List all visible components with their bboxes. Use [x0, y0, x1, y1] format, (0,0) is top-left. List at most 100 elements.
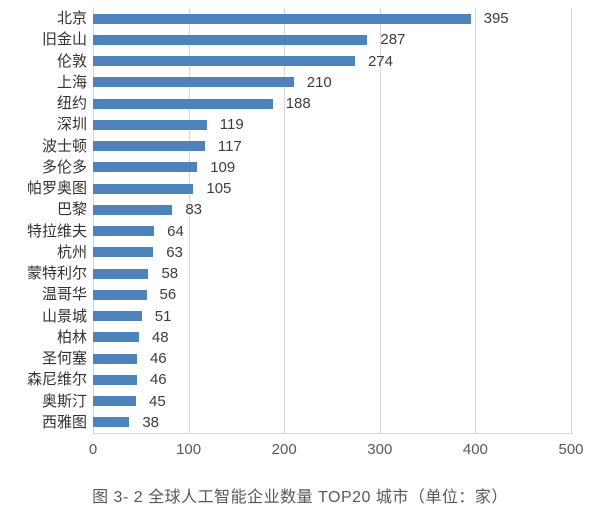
category-label: 伦敦: [56, 51, 87, 70]
bar: [93, 332, 139, 343]
value-label: 51: [154, 307, 172, 325]
bar-row: 纽约 188: [0, 93, 600, 114]
bar-track: 287: [93, 29, 571, 50]
bar: [93, 13, 471, 24]
value-label: 64: [167, 222, 184, 240]
bar-row: 森尼维尔 46: [0, 369, 600, 390]
bar-row: 奥斯汀 45: [0, 391, 600, 412]
bar: [93, 77, 294, 88]
bar-row: 帕罗奥图 105: [0, 178, 600, 199]
category-label: 纽约: [56, 94, 87, 113]
bar-row: 杭州 63: [0, 242, 600, 263]
bar-track: 105: [93, 178, 571, 199]
value-label: 395: [483, 10, 509, 28]
bar-row: 波士顿 117: [0, 136, 600, 157]
bar: [93, 374, 137, 385]
x-axis-line: [93, 433, 571, 434]
value-label: 119: [219, 116, 244, 134]
bar-track: 63: [93, 242, 571, 263]
bar-row: 上海 210: [0, 72, 600, 93]
category-label: 波士顿: [41, 136, 87, 155]
bar-row: 温哥华 56: [0, 284, 600, 305]
value-label: 48: [151, 328, 169, 346]
bar-row: 西雅图 38: [0, 412, 600, 433]
value-label: 83: [185, 201, 203, 219]
bar-track: 45: [93, 391, 571, 412]
bar-track: 188: [93, 93, 571, 114]
bar-track: 64: [93, 221, 571, 242]
category-label: 圣何塞: [41, 349, 87, 368]
bar-track: 83: [93, 199, 571, 220]
bar-rows: 北京 395 旧金山 287 伦敦 274 上海 210 纽约 188 深圳 119 波士顿 117 多伦多…: [0, 8, 600, 433]
value-label: 105: [206, 180, 232, 198]
bar-track: 117: [93, 136, 571, 157]
bar-track: 38: [93, 412, 571, 433]
category-label: 森尼维尔: [26, 370, 87, 389]
x-tick-label-100: 100: [176, 441, 202, 458]
bar-track: 51: [93, 306, 571, 327]
bar: [93, 311, 142, 322]
bar-track: 46: [93, 369, 571, 390]
x-tick-label-400: 400: [462, 441, 488, 458]
category-label: 山景城: [41, 306, 87, 325]
bar-row: 特拉维夫 64: [0, 221, 600, 242]
bar-row: 巴黎 83: [0, 199, 600, 220]
category-label: 旧金山: [41, 30, 87, 49]
value-label: 117: [217, 137, 242, 155]
category-label: 北京: [56, 9, 87, 28]
category-label: 奥斯汀: [41, 391, 87, 410]
category-label: 杭州: [56, 242, 87, 261]
bar: [93, 289, 147, 300]
value-label: 274: [367, 52, 393, 70]
bar: [93, 162, 198, 173]
bar: [93, 119, 207, 130]
value-label: 38: [142, 413, 159, 431]
bar: [93, 353, 137, 364]
bar: [93, 98, 273, 109]
x-tick-label-300: 300: [367, 441, 393, 458]
value-label: 109: [210, 158, 236, 176]
bar-track: 58: [93, 263, 571, 284]
value-label: 45: [149, 392, 166, 410]
category-label: 西雅图: [41, 412, 87, 431]
category-label: 上海: [56, 72, 87, 91]
bar: [93, 268, 149, 279]
category-label: 巴黎: [56, 200, 87, 219]
bar-track: 119: [93, 114, 571, 135]
bar-track: 274: [93, 51, 571, 72]
category-label: 特拉维夫: [26, 221, 87, 240]
bar-track: 210: [93, 72, 571, 93]
value-label: 63: [166, 243, 183, 261]
bar: [93, 396, 137, 407]
bar-track: 46: [93, 348, 571, 369]
value-label: 210: [306, 73, 332, 91]
bar: [93, 56, 355, 67]
category-label: 温哥华: [41, 285, 87, 304]
category-label: 帕罗奥图: [26, 179, 87, 198]
value-label: 188: [285, 95, 311, 113]
value-label: 46: [149, 371, 167, 389]
category-label: 多伦多: [41, 157, 87, 176]
bar-row: 圣何塞 46: [0, 348, 600, 369]
bar: [93, 34, 368, 45]
value-label: 58: [161, 265, 179, 283]
x-tick-label-200: 200: [271, 441, 297, 458]
bar: [93, 417, 130, 428]
bar: [93, 247, 154, 258]
category-label: 深圳: [56, 115, 87, 134]
bar: [93, 226, 155, 237]
value-label: 56: [159, 286, 177, 304]
bar-track: 109: [93, 157, 571, 178]
value-label: 46: [149, 350, 167, 368]
bar-row: 深圳 119: [0, 114, 600, 135]
x-tick-label-500: 500: [558, 441, 584, 458]
category-label: 柏林: [56, 327, 87, 346]
bar-track: 395: [93, 8, 571, 29]
chart-caption: 图 3- 2 全球人工智能企业数量 TOP20 城市（单位：家）: [92, 489, 508, 506]
bar: [93, 141, 205, 152]
bar-row: 柏林 48: [0, 327, 600, 348]
x-tick-label-0: 0: [88, 441, 98, 458]
bar-row: 山景城 51: [0, 306, 600, 327]
bar-row: 多伦多 109: [0, 157, 600, 178]
